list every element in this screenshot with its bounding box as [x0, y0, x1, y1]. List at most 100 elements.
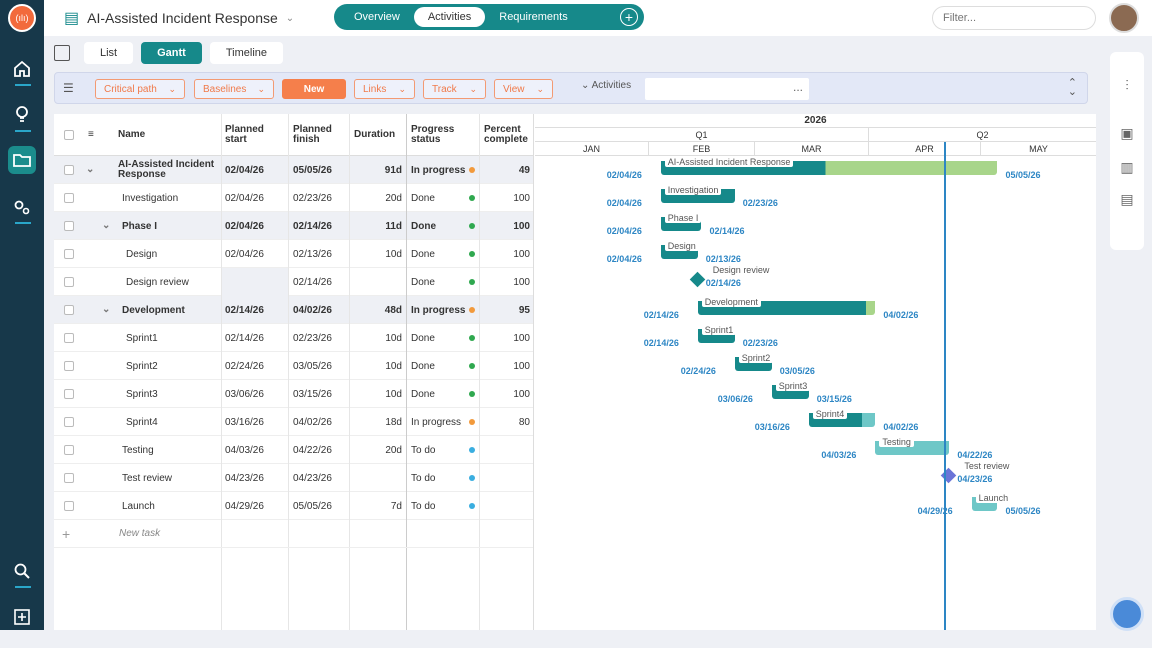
cell-duration[interactable]: 7d [390, 500, 402, 512]
cell-status[interactable]: Done [407, 268, 479, 296]
cell-duration[interactable] [350, 464, 406, 492]
col-planned-start[interactable]: Planned start [225, 124, 264, 145]
table-row[interactable]: Sprint2 02/24/26 03/05/26 10d Done 100 [54, 352, 533, 380]
new-button[interactable]: New [282, 79, 346, 99]
cell-start[interactable]: 03/16/26 [225, 416, 264, 428]
cell-start[interactable]: 02/04/26 [225, 164, 264, 176]
cell-name[interactable]: Design review [126, 276, 189, 288]
adjust-icon[interactable]: ⫶ [1125, 76, 1129, 93]
row-checkbox[interactable] [60, 408, 80, 436]
cell-finish[interactable]: 05/05/26 [293, 164, 332, 176]
col-duration[interactable]: Duration [354, 129, 396, 140]
cell-finish[interactable]: 03/15/26 [293, 388, 332, 400]
table-row[interactable]: ⌄ AI-Assisted Incident Response 02/04/26 05… [54, 156, 533, 184]
row-checkbox[interactable] [60, 268, 80, 296]
row-checkbox[interactable] [60, 380, 80, 408]
row-checkbox[interactable] [60, 156, 80, 184]
cell-status[interactable]: Done [407, 352, 479, 380]
cell-percent[interactable]: 100 [513, 332, 530, 344]
cell-percent[interactable]: 100 [513, 388, 530, 400]
cell-name[interactable]: Development [122, 304, 185, 316]
cell-name[interactable]: Sprint2 [126, 360, 158, 372]
row-checkbox[interactable] [60, 184, 80, 212]
col-percent-complete[interactable]: Percent complete [484, 124, 528, 145]
chevron-down-icon[interactable]: ⌄ [102, 220, 111, 231]
cell-status[interactable]: In progress [407, 408, 479, 436]
cell-percent[interactable]: 100 [513, 220, 530, 232]
cell-status[interactable]: Done [407, 212, 479, 240]
folder-icon[interactable] [8, 146, 36, 174]
cell-name[interactable]: Investigation [122, 192, 179, 204]
table-row[interactable]: Sprint4 03/16/26 04/02/26 18d In progress 80 [54, 408, 533, 436]
cell-duration[interactable]: 10d [385, 332, 402, 344]
cell-percent[interactable]: 49 [518, 164, 530, 176]
cell-duration[interactable]: 10d [385, 388, 402, 400]
cell-finish[interactable]: 04/02/26 [293, 416, 332, 428]
cell-percent[interactable] [480, 492, 533, 520]
cell-finish[interactable]: 04/23/26 [293, 472, 332, 484]
cell-start[interactable]: 02/14/26 [225, 304, 264, 316]
cell-name[interactable]: Sprint4 [126, 416, 158, 428]
cell-finish[interactable]: 04/02/26 [293, 304, 332, 316]
tab-activities[interactable]: Activities [413, 7, 486, 27]
cell-name[interactable]: Testing [122, 444, 154, 456]
tab-overview[interactable]: Overview [354, 11, 400, 23]
sort-icon[interactable]: ≡ [88, 129, 94, 140]
lightbulb-icon[interactable] [8, 100, 36, 128]
cell-percent[interactable]: 80 [518, 416, 530, 428]
cell-name[interactable]: Test review [122, 472, 173, 484]
critical-path-dropdown[interactable]: Critical path ⌄ [95, 79, 185, 99]
cell-start[interactable]: 04/23/26 [225, 472, 264, 484]
cell-finish[interactable]: 04/22/26 [293, 444, 332, 456]
cell-start[interactable]: 02/24/26 [225, 360, 264, 372]
tab-requirements[interactable]: Requirements [499, 11, 568, 23]
cell-name[interactable]: Design [126, 248, 158, 260]
cell-percent[interactable]: 100 [513, 276, 530, 288]
cell-status[interactable]: Done [407, 324, 479, 352]
add-square-icon[interactable] [8, 603, 36, 631]
cell-percent[interactable] [480, 436, 533, 464]
table-row[interactable]: Investigation 02/04/26 02/23/26 20d Done 100 [54, 184, 533, 212]
expand-collapse-icon[interactable]: ⌃ ⌄ [1067, 77, 1077, 98]
cell-name[interactable]: Sprint1 [126, 332, 158, 344]
panel-toggle-icon[interactable] [54, 45, 70, 61]
cell-start[interactable]: 02/14/26 [225, 332, 264, 344]
save-icon[interactable]: ▣ [1120, 124, 1134, 141]
cell-percent[interactable]: 100 [513, 248, 530, 260]
cell-name[interactable]: Sprint3 [126, 388, 158, 400]
row-checkbox[interactable] [60, 352, 80, 380]
table-row[interactable]: Sprint1 02/14/26 02/23/26 10d Done 100 [54, 324, 533, 352]
plus-icon[interactable]: + [62, 526, 71, 542]
cell-status[interactable]: In progress [407, 156, 479, 184]
col-progress-status[interactable]: Progress status [411, 124, 455, 145]
cell-duration[interactable] [350, 268, 406, 296]
cell-status[interactable]: To do [407, 436, 479, 464]
new-task-row[interactable]: + New task [54, 520, 533, 548]
view-dropdown[interactable]: View ⌄ [494, 79, 553, 99]
cell-status[interactable]: In progress [407, 296, 479, 324]
view-gantt-button[interactable]: Gantt [141, 42, 202, 64]
cell-status[interactable]: To do [407, 492, 479, 520]
table-row[interactable]: Testing 04/03/26 04/22/26 20d To do [54, 436, 533, 464]
cell-finish[interactable]: 02/14/26 [293, 276, 332, 288]
col-name[interactable]: Name [118, 129, 146, 140]
row-checkbox[interactable] [60, 492, 80, 520]
table-row[interactable]: Launch 04/29/26 05/05/26 7d To do [54, 492, 533, 520]
activities-selector[interactable]: ⌄ Activities [581, 80, 632, 91]
cell-percent[interactable]: 95 [518, 304, 530, 316]
table-row[interactable]: ⌄ Development 02/14/26 04/02/26 48d In progre… [54, 296, 533, 324]
cell-duration[interactable]: 20d [385, 444, 402, 456]
cell-duration[interactable]: 48d [384, 304, 402, 316]
table-row[interactable]: Test review 04/23/26 04/23/26 To do [54, 464, 533, 492]
cell-percent[interactable]: 100 [513, 192, 530, 204]
row-checkbox[interactable] [60, 296, 80, 324]
cell-status[interactable]: Done [407, 380, 479, 408]
cell-name[interactable]: Phase I [122, 220, 158, 232]
select-all-checkbox[interactable] [60, 114, 80, 156]
project-title[interactable]: ▤ AI-Assisted Incident Response ⌄ [64, 8, 294, 28]
track-dropdown[interactable]: Track ⌄ [423, 79, 486, 99]
cell-duration[interactable]: 20d [385, 192, 402, 204]
cell-start[interactable]: 04/03/26 [225, 444, 264, 456]
user-avatar[interactable] [1109, 3, 1139, 33]
cell-duration[interactable]: 10d [385, 360, 402, 372]
